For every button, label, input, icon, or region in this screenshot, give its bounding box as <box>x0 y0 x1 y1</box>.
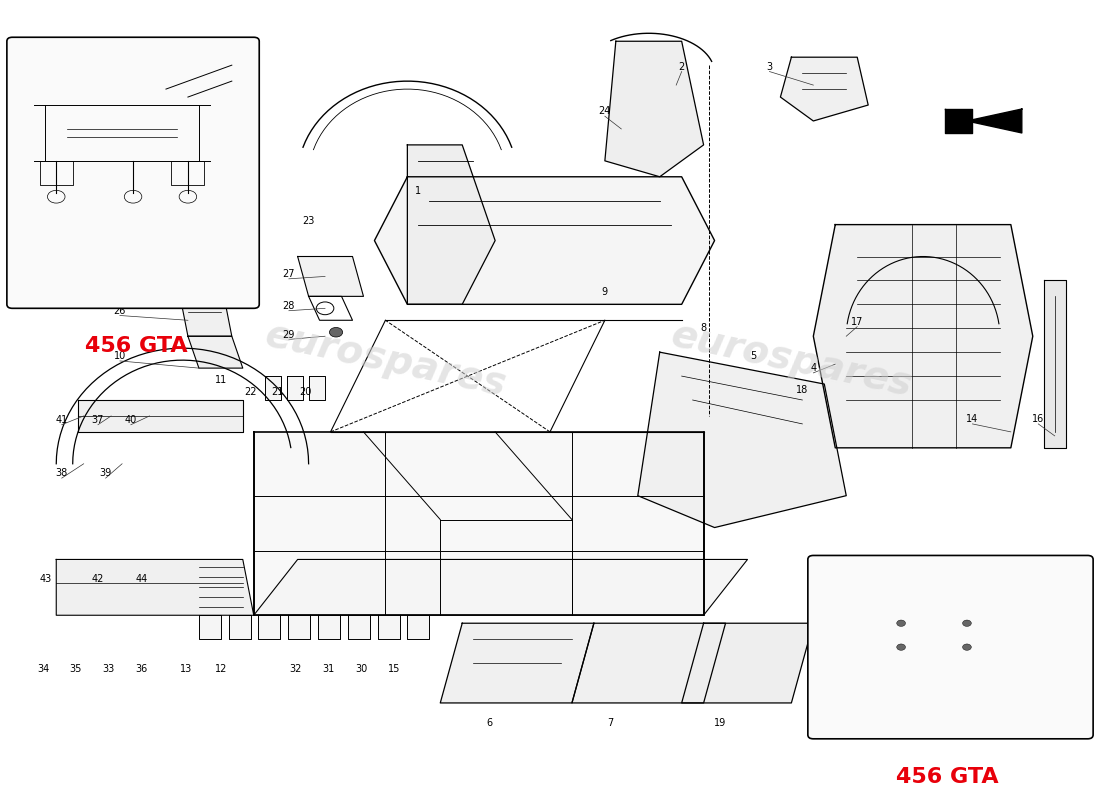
Text: 18: 18 <box>796 386 808 395</box>
Text: 9: 9 <box>602 287 608 298</box>
Circle shape <box>962 620 971 626</box>
Polygon shape <box>945 109 972 133</box>
Text: 3: 3 <box>767 62 772 72</box>
Polygon shape <box>56 559 254 615</box>
Text: 13: 13 <box>179 665 191 674</box>
Text: 12: 12 <box>214 665 227 674</box>
Text: 20: 20 <box>299 387 311 397</box>
Text: 19: 19 <box>714 718 726 728</box>
Text: 14: 14 <box>966 414 979 424</box>
Text: 17: 17 <box>851 317 864 327</box>
Circle shape <box>962 644 971 650</box>
Text: 25: 25 <box>113 285 127 295</box>
Text: 28: 28 <box>283 301 295 311</box>
Polygon shape <box>199 615 221 639</box>
Text: 36: 36 <box>135 665 149 674</box>
FancyBboxPatch shape <box>807 555 1093 739</box>
Polygon shape <box>188 336 243 368</box>
Text: 22: 22 <box>244 387 256 397</box>
Polygon shape <box>682 623 813 703</box>
Text: 6: 6 <box>486 718 493 728</box>
Polygon shape <box>407 615 429 639</box>
Circle shape <box>896 620 905 626</box>
Text: 456 GTA: 456 GTA <box>895 766 998 786</box>
Text: 31: 31 <box>322 665 334 674</box>
Text: 44: 44 <box>135 574 149 584</box>
Polygon shape <box>258 615 280 639</box>
Circle shape <box>330 327 342 337</box>
Polygon shape <box>287 376 304 400</box>
Polygon shape <box>254 432 704 615</box>
Circle shape <box>896 644 905 650</box>
FancyBboxPatch shape <box>7 38 260 308</box>
Text: 23: 23 <box>302 216 315 226</box>
Text: 26: 26 <box>113 306 127 316</box>
Polygon shape <box>318 615 340 639</box>
Text: 10: 10 <box>113 351 127 361</box>
Polygon shape <box>309 376 326 400</box>
Polygon shape <box>254 559 748 615</box>
Text: 8: 8 <box>701 323 706 334</box>
Text: 38: 38 <box>56 468 68 478</box>
Polygon shape <box>377 615 399 639</box>
Polygon shape <box>265 376 282 400</box>
Polygon shape <box>298 257 363 296</box>
Text: 30: 30 <box>355 665 367 674</box>
Text: 39: 39 <box>99 468 112 478</box>
Text: 41: 41 <box>56 415 68 425</box>
Polygon shape <box>374 177 715 304</box>
Text: 15: 15 <box>388 665 400 674</box>
Text: 42: 42 <box>91 574 104 584</box>
Text: 5: 5 <box>750 351 756 361</box>
Polygon shape <box>638 352 846 527</box>
Text: 40: 40 <box>124 415 138 425</box>
Polygon shape <box>967 109 1022 133</box>
Text: 19: 19 <box>1021 638 1033 648</box>
Polygon shape <box>440 623 594 703</box>
Text: 456 GTA: 456 GTA <box>85 336 187 356</box>
Polygon shape <box>229 615 251 639</box>
Polygon shape <box>605 42 704 177</box>
Text: 27: 27 <box>283 269 295 279</box>
Polygon shape <box>1044 281 1066 448</box>
Text: 34: 34 <box>37 665 50 674</box>
Text: 1: 1 <box>416 186 421 196</box>
Text: 33: 33 <box>102 665 116 674</box>
Text: 4: 4 <box>811 363 816 373</box>
Polygon shape <box>407 145 495 304</box>
Text: eurospares: eurospares <box>668 316 915 404</box>
Text: 35: 35 <box>69 665 82 674</box>
Text: 29: 29 <box>283 330 295 340</box>
Text: eurospares: eurospares <box>262 316 509 404</box>
Text: 7: 7 <box>607 718 614 728</box>
Polygon shape <box>78 400 243 432</box>
Text: 43: 43 <box>40 574 52 584</box>
Polygon shape <box>177 281 232 336</box>
Polygon shape <box>572 623 726 703</box>
Polygon shape <box>813 225 1033 448</box>
Polygon shape <box>824 591 1066 687</box>
Text: 2: 2 <box>679 62 685 72</box>
Text: 37: 37 <box>91 415 104 425</box>
Polygon shape <box>348 615 370 639</box>
Text: 21: 21 <box>272 387 284 397</box>
Text: 24: 24 <box>598 106 611 117</box>
Text: 16: 16 <box>1032 414 1044 424</box>
Polygon shape <box>780 57 868 121</box>
Text: 11: 11 <box>214 375 227 385</box>
Polygon shape <box>288 615 310 639</box>
Text: 32: 32 <box>289 665 301 674</box>
Polygon shape <box>835 591 857 687</box>
